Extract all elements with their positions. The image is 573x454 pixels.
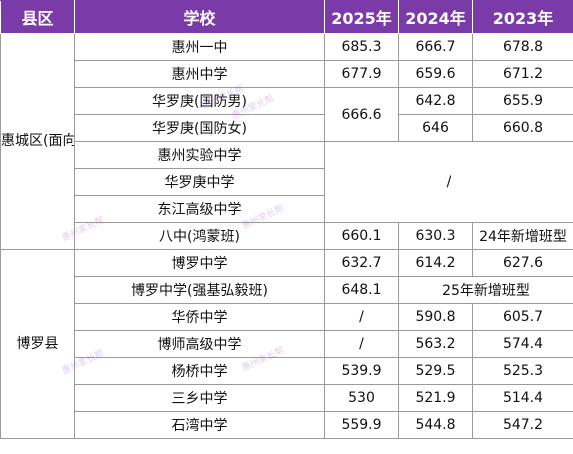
school-name: 石湾中学: [74, 411, 325, 439]
table-row: 博罗县 博罗中学 632.7 614.2 627.6: [0, 249, 573, 439]
table-row: 八中(鸿蒙班) 660.1 630.3 24年新增班型: [1, 222, 573, 250]
table-row: 博师高级中学 / 563.2 574.4: [1, 330, 573, 358]
score-2025: 559.9: [324, 411, 399, 439]
score-2024: 563.2: [398, 330, 473, 358]
district-boluo: 博罗县: [0, 249, 75, 439]
table-row: 三乡中学 530 521.9 514.4: [1, 384, 573, 412]
school-name: 惠州一中: [74, 33, 325, 61]
score-2023: 627.6: [472, 249, 573, 277]
score-2024: 590.8: [398, 303, 473, 331]
school-name: 三乡中学: [74, 384, 325, 412]
school-name: 八中(鸿蒙班): [74, 222, 325, 250]
school-name: 华罗庚(国防男): [74, 87, 325, 115]
header-2024: 2024年: [398, 0, 473, 34]
table-row: 杨桥中学 539.9 529.5 525.3: [1, 357, 573, 385]
score-2023: 514.4: [472, 384, 573, 412]
school-name: 东江高级中学: [74, 195, 325, 223]
school-name: 华侨中学: [74, 303, 325, 331]
score-2024: 521.9: [398, 384, 473, 412]
score-2023: 678.8: [472, 33, 573, 61]
score-2023: 660.8: [472, 114, 573, 142]
header-row: 县区 学校 2025年 2024年 2023年: [0, 0, 573, 34]
school-name: 博师高级中学: [74, 330, 325, 358]
table-row: 惠州中学 677.9 659.6 671.2: [1, 60, 573, 88]
merged-no-data-cell: /: [324, 141, 573, 223]
header-school: 学校: [74, 0, 325, 34]
score-2023: 547.2: [472, 411, 573, 439]
score-2025: 530: [324, 384, 399, 412]
table-row: 华罗庚(国防男) 666.6 642.8 655.9: [1, 87, 573, 142]
score-2023: 605.7: [472, 303, 573, 331]
score-2025: /: [324, 330, 399, 358]
score-2024: 544.8: [398, 411, 473, 439]
score-2023: 24年新增班型: [472, 222, 573, 250]
school-name: 杨桥中学: [74, 357, 325, 385]
table-row: 华侨中学 / 590.8 605.7: [1, 303, 573, 331]
school-name: 华罗庚中学: [74, 168, 325, 196]
header-district: 县区: [0, 0, 75, 34]
admission-score-table: 县区 学校 2025年 2024年 2023年 惠城区(面向博罗招生) 惠州一中…: [0, 0, 573, 439]
score-2025: 632.7: [324, 249, 399, 277]
score-2024: 642.8: [398, 87, 473, 115]
score-2024: 659.6: [398, 60, 473, 88]
score-2025: 660.1: [324, 222, 399, 250]
school-name: 华罗庚(国防女): [74, 114, 325, 142]
score-2025: 685.3: [324, 33, 399, 61]
score-2023: 574.4: [472, 330, 573, 358]
score-2025: /: [324, 303, 399, 331]
table-row: 惠州实验中学 /: [1, 141, 573, 223]
table-row: 石湾中学 559.9 544.8 547.2: [1, 411, 573, 439]
score-2023: 671.2: [472, 60, 573, 88]
table-row: 华罗庚中学: [1, 168, 573, 196]
header-2023: 2023年: [472, 0, 573, 34]
school-name: 博罗中学: [74, 249, 325, 277]
score-2024: 646: [398, 114, 473, 142]
school-name: 惠州实验中学: [74, 141, 325, 169]
school-name: 博罗中学(强基弘毅班): [74, 276, 325, 304]
header-2025: 2025年: [324, 0, 399, 34]
score-2025: 648.1: [324, 276, 399, 304]
table-row: 华罗庚(国防女) 646 660.8: [1, 114, 573, 142]
score-2023: 525.3: [472, 357, 573, 385]
score-2025-merged: 666.6: [324, 87, 399, 142]
score-2024: 614.2: [398, 249, 473, 277]
score-2024-2023-merged: 25年新增班型: [398, 276, 573, 304]
score-2023: 655.9: [472, 87, 573, 115]
table-row: 东江高级中学: [1, 195, 573, 223]
score-2024: 529.5: [398, 357, 473, 385]
table-row: 惠城区(面向博罗招生) 惠州一中 685.3 666.7 678.8: [0, 33, 573, 250]
school-name: 惠州中学: [74, 60, 325, 88]
score-2024: 630.3: [398, 222, 473, 250]
score-2024: 666.7: [398, 33, 473, 61]
score-2025: 677.9: [324, 60, 399, 88]
score-2025: 539.9: [324, 357, 399, 385]
district-huicheng: 惠城区(面向博罗招生): [0, 33, 75, 250]
table-row: 博罗中学(强基弘毅班) 648.1 25年新增班型: [1, 276, 573, 304]
